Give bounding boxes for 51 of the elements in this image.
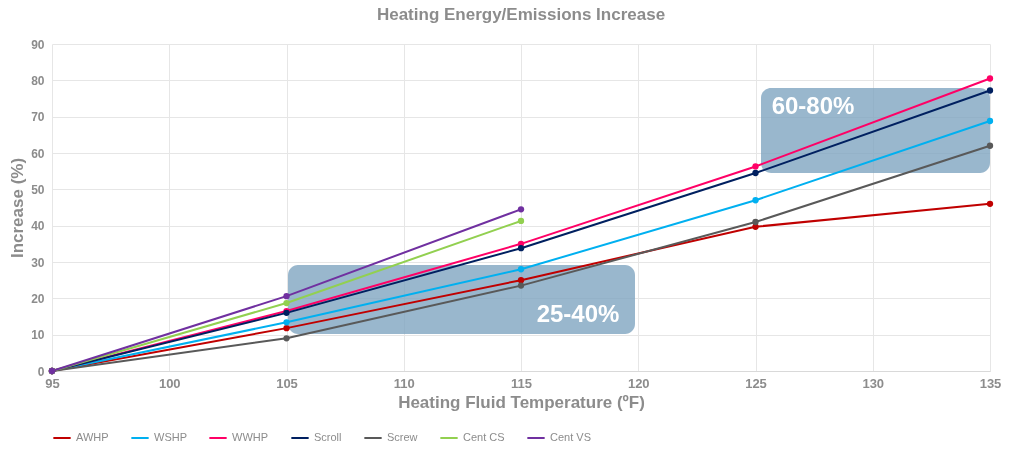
legend-label: WWHP — [232, 431, 269, 443]
point — [283, 299, 290, 307]
point — [517, 282, 525, 289]
x-tick-label: 105 — [276, 375, 298, 391]
y-tick-label: 20 — [31, 291, 45, 306]
x-tick-label: 95 — [45, 375, 60, 391]
y-tick-label: 0 — [37, 364, 45, 379]
point — [283, 335, 290, 342]
y-axis-title: Increase (%) — [8, 157, 28, 259]
point — [283, 324, 290, 332]
point — [752, 169, 759, 177]
y-tick-label: 30 — [31, 255, 45, 270]
legend-label: Cent CS — [463, 431, 505, 443]
annotation: 25-40% — [536, 300, 620, 327]
point — [752, 197, 759, 204]
x-tick-label: 100 — [158, 375, 181, 391]
x-tick-label: 130 — [862, 375, 885, 391]
legend-label: Cent VS — [550, 431, 591, 443]
legend-label: Screw — [387, 431, 418, 443]
chart-title: Heating Energy/Emissions Increase — [376, 5, 666, 24]
legend-label: WSHP — [154, 431, 187, 443]
legend-label: Scroll — [314, 431, 342, 443]
y-tick-label: 80 — [31, 73, 45, 88]
y-tick-label: 10 — [31, 328, 45, 343]
point — [986, 200, 994, 208]
y-tick-label: 40 — [31, 219, 45, 234]
annotation: 60-80% — [771, 92, 855, 119]
point — [517, 217, 525, 225]
y-tick-label: 50 — [31, 182, 45, 197]
point — [517, 206, 525, 213]
point — [283, 293, 290, 300]
point — [986, 142, 994, 149]
legend-label: AWHP — [76, 431, 109, 443]
point — [283, 319, 290, 326]
x-axis-title: Heating Fluid Temperature (ºF) — [398, 392, 645, 412]
point — [517, 245, 525, 252]
point — [517, 266, 525, 273]
x-tick-label: 125 — [745, 375, 767, 391]
x-tick-label: 115 — [511, 375, 532, 391]
point — [752, 218, 759, 226]
x-tick-label: 110 — [393, 375, 415, 391]
point — [986, 117, 994, 125]
y-tick-label: 60 — [31, 146, 45, 161]
point — [752, 163, 759, 170]
x-tick-label: 120 — [627, 375, 650, 391]
y-tick-label: 70 — [31, 110, 45, 125]
point — [986, 75, 994, 82]
point — [517, 277, 525, 284]
point — [986, 87, 994, 94]
x-tick-label: 135 — [979, 375, 1002, 391]
y-tick-label: 90 — [31, 37, 45, 52]
